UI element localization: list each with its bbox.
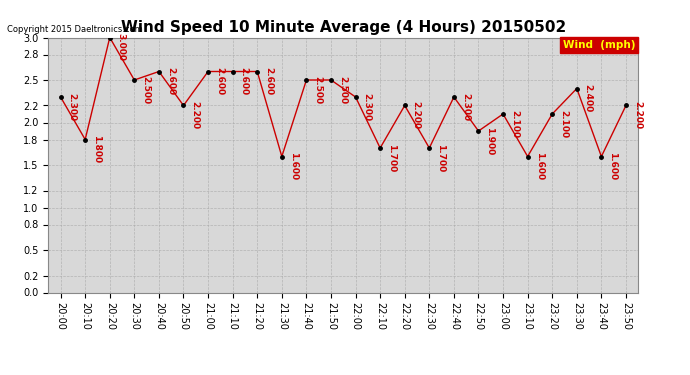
Text: 2.400: 2.400 xyxy=(584,84,593,112)
Text: 3.000: 3.000 xyxy=(117,33,126,62)
Text: 2.300: 2.300 xyxy=(461,93,470,121)
Text: 1.700: 1.700 xyxy=(436,144,445,172)
Text: 2.300: 2.300 xyxy=(68,93,77,121)
Text: 2.500: 2.500 xyxy=(313,76,322,104)
Text: Wind  (mph): Wind (mph) xyxy=(563,40,635,50)
Text: 2.500: 2.500 xyxy=(141,76,150,104)
Text: 2.100: 2.100 xyxy=(510,110,519,138)
Text: 2.200: 2.200 xyxy=(190,101,199,129)
Text: 2.500: 2.500 xyxy=(338,76,347,104)
Text: 2.300: 2.300 xyxy=(362,93,371,121)
Text: 2.600: 2.600 xyxy=(239,68,248,96)
Text: 1.600: 1.600 xyxy=(609,152,618,180)
Text: 2.600: 2.600 xyxy=(264,68,273,96)
Text: 1.900: 1.900 xyxy=(486,127,495,155)
Text: Copyright 2015 Daeltronics.com: Copyright 2015 Daeltronics.com xyxy=(7,25,143,34)
Text: 2.100: 2.100 xyxy=(559,110,568,138)
Text: 2.600: 2.600 xyxy=(166,68,175,96)
Text: 1.800: 1.800 xyxy=(92,135,101,164)
Text: 2.200: 2.200 xyxy=(412,101,421,129)
Text: 1.600: 1.600 xyxy=(289,152,298,180)
Text: 1.700: 1.700 xyxy=(387,144,396,172)
Text: 2.600: 2.600 xyxy=(215,68,224,96)
Text: 1.600: 1.600 xyxy=(535,152,544,180)
Text: 2.200: 2.200 xyxy=(633,101,642,129)
Title: Wind Speed 10 Minute Average (4 Hours) 20150502: Wind Speed 10 Minute Average (4 Hours) 2… xyxy=(121,20,566,35)
